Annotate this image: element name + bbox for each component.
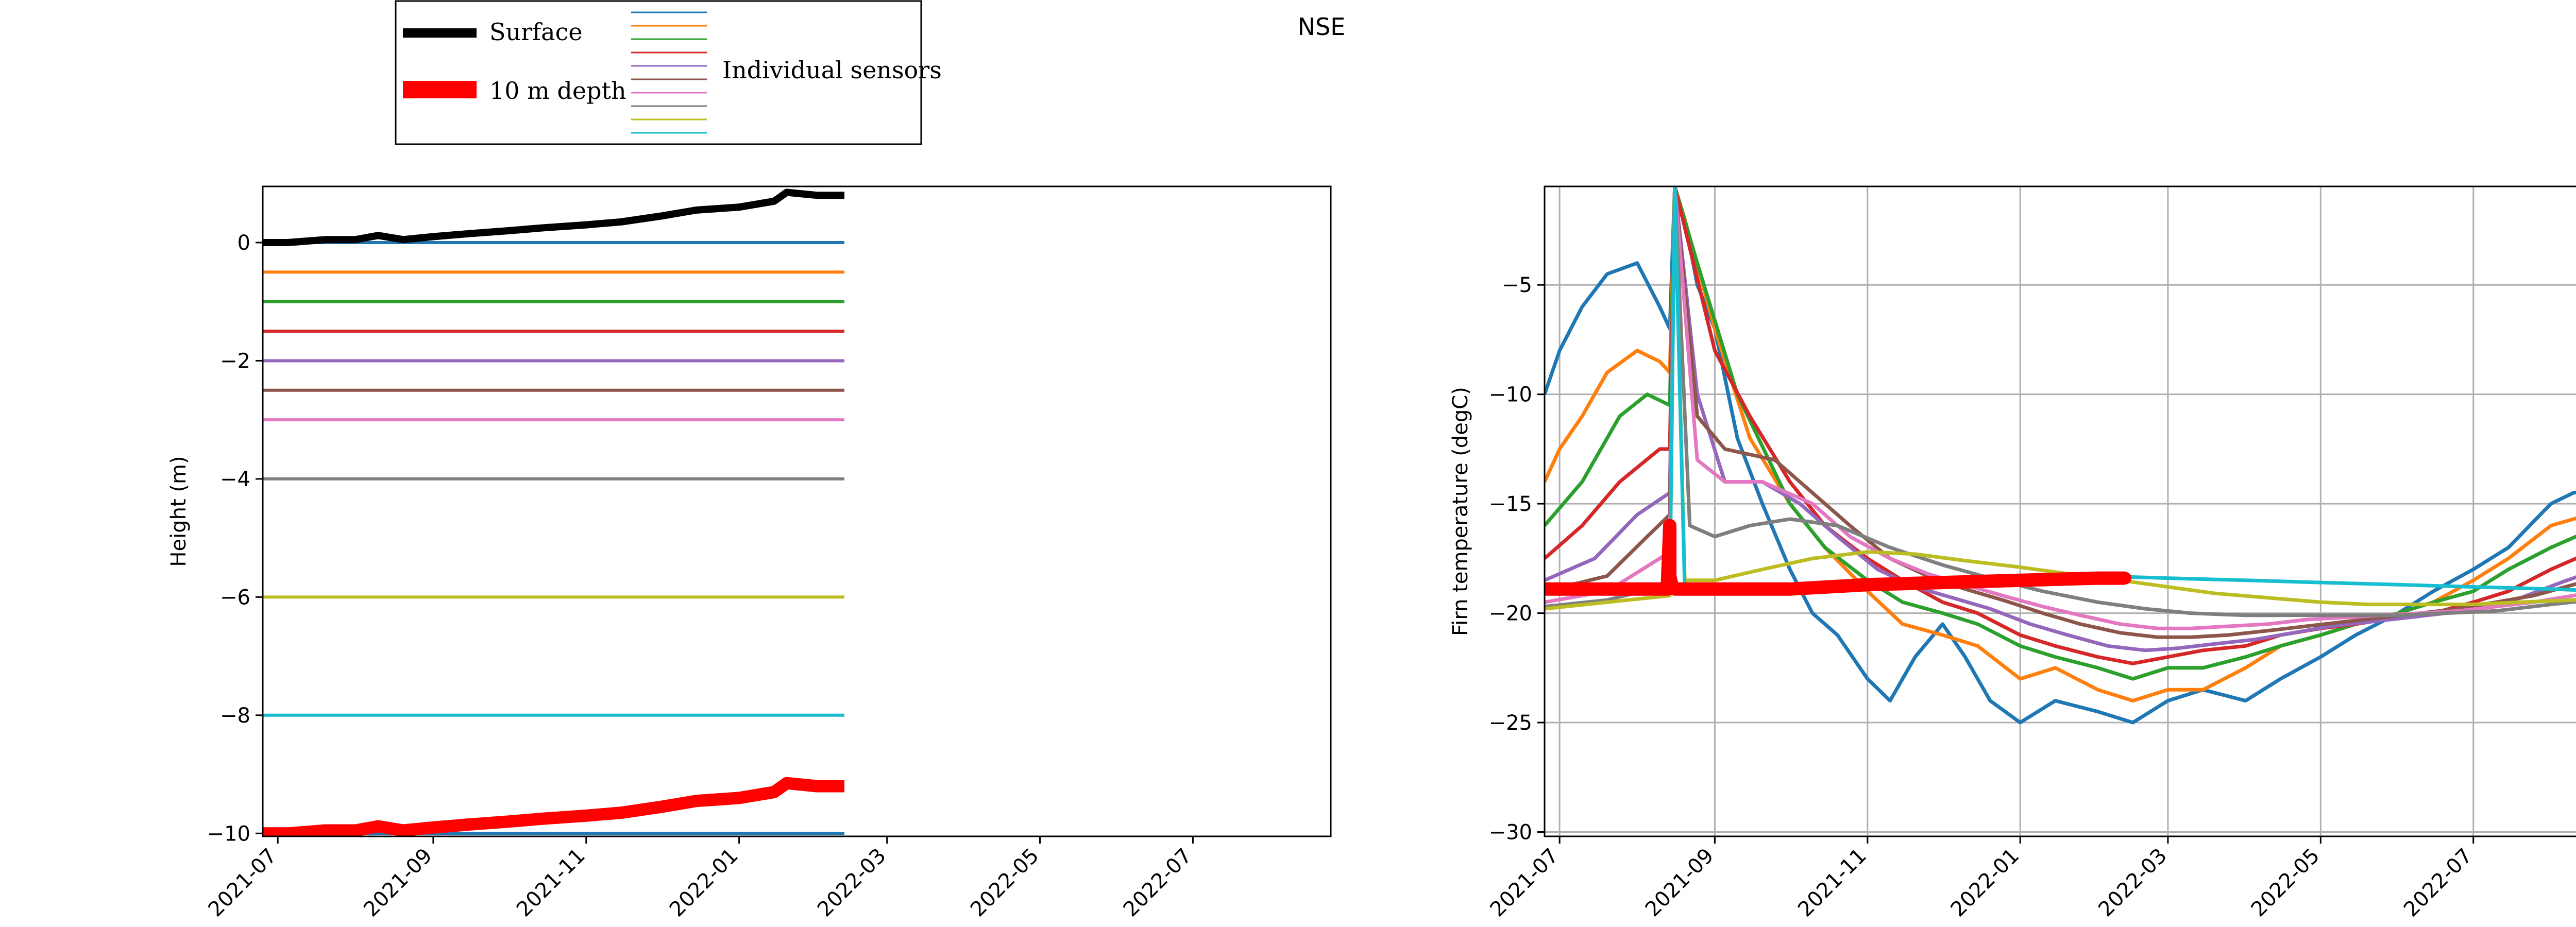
temperature-point: [2119, 572, 2132, 585]
y-axis-label: Height (m): [167, 456, 191, 566]
legend-surface-label: Surface: [489, 18, 583, 46]
legend-sensors-label: Individual sensors: [722, 56, 942, 84]
y-tick-label: −8: [220, 704, 250, 728]
temperature-plot: 2021-07 2021-09 2021-11 2022-01 2022-03 2022-…: [1449, 185, 2576, 922]
temperature-point: [1784, 582, 1797, 595]
y-tick-label: 0: [238, 231, 250, 255]
x-tick-label: 2021-09: [359, 844, 437, 922]
temperature-point: [1861, 578, 1874, 591]
x-tick-label: 2022-07: [1119, 844, 1197, 922]
y-tick-label: −4: [220, 468, 250, 491]
y-axis-label: Firn temperature (degC): [1449, 387, 1472, 636]
y-tick-label: −25: [1489, 711, 1532, 735]
temperature-point: [1663, 570, 1676, 582]
y-tick-label: −2: [220, 349, 250, 373]
temperature-series-line: [1545, 186, 2576, 630]
y-tick-label: −10: [1489, 383, 1532, 407]
temperature-point: [1663, 519, 1676, 532]
temperature-point: [1631, 582, 1643, 595]
x-tick-label: 2022-05: [2247, 844, 2325, 922]
plot-frame: [1544, 185, 2576, 837]
temperature-series-line: [1545, 186, 2576, 639]
x-tick-label: 2022-03: [2094, 844, 2172, 922]
x-tick-label: 2021-07: [204, 844, 282, 922]
legend: Surface 10 m depth Individual sensors: [395, 0, 942, 145]
y-tick-label: −6: [220, 586, 250, 609]
temperature-point: [2091, 572, 2104, 585]
y-tick-label: −30: [1489, 821, 1532, 845]
temperature-point: [1668, 582, 1681, 595]
temperature-point: [2014, 574, 2027, 587]
x-tick-label: 2021-09: [1641, 844, 1719, 922]
x-tick-label: 2022-05: [966, 844, 1044, 922]
y-tick-label: −10: [207, 822, 250, 846]
temperature-point: [1708, 582, 1721, 595]
legend-box: [395, 0, 922, 145]
x-tick-label: 2022-01: [1946, 844, 2024, 922]
legend-depth10-label: 10 m depth: [489, 77, 626, 105]
surface-line: [263, 188, 844, 246]
depth10-line: [263, 777, 844, 836]
x-tick-label: 2021-11: [1793, 844, 1871, 922]
y-tick-label: −5: [1502, 273, 1532, 297]
y-tick-label: −15: [1489, 492, 1532, 516]
temperature-point: [1545, 582, 1551, 595]
x-tick-label: 2022-03: [813, 844, 891, 922]
plot-series-group: [263, 188, 844, 836]
x-tick-label: 2021-07: [1486, 844, 1564, 922]
figure-title: NSE: [1298, 13, 1346, 41]
height-plot: 2021-07 2021-09 2021-11 2022-01 2022-03 2022-…: [167, 185, 1332, 922]
temperature-point: [1936, 576, 1949, 589]
plot-frame: [262, 185, 1332, 837]
plot-series-group: [1545, 186, 2576, 725]
x-tick-label: 2022-01: [665, 844, 743, 922]
x-tick-label: 2022-07: [2399, 844, 2477, 922]
y-tick-label: −20: [1489, 602, 1532, 626]
x-tick-label: 2021-11: [512, 844, 590, 922]
